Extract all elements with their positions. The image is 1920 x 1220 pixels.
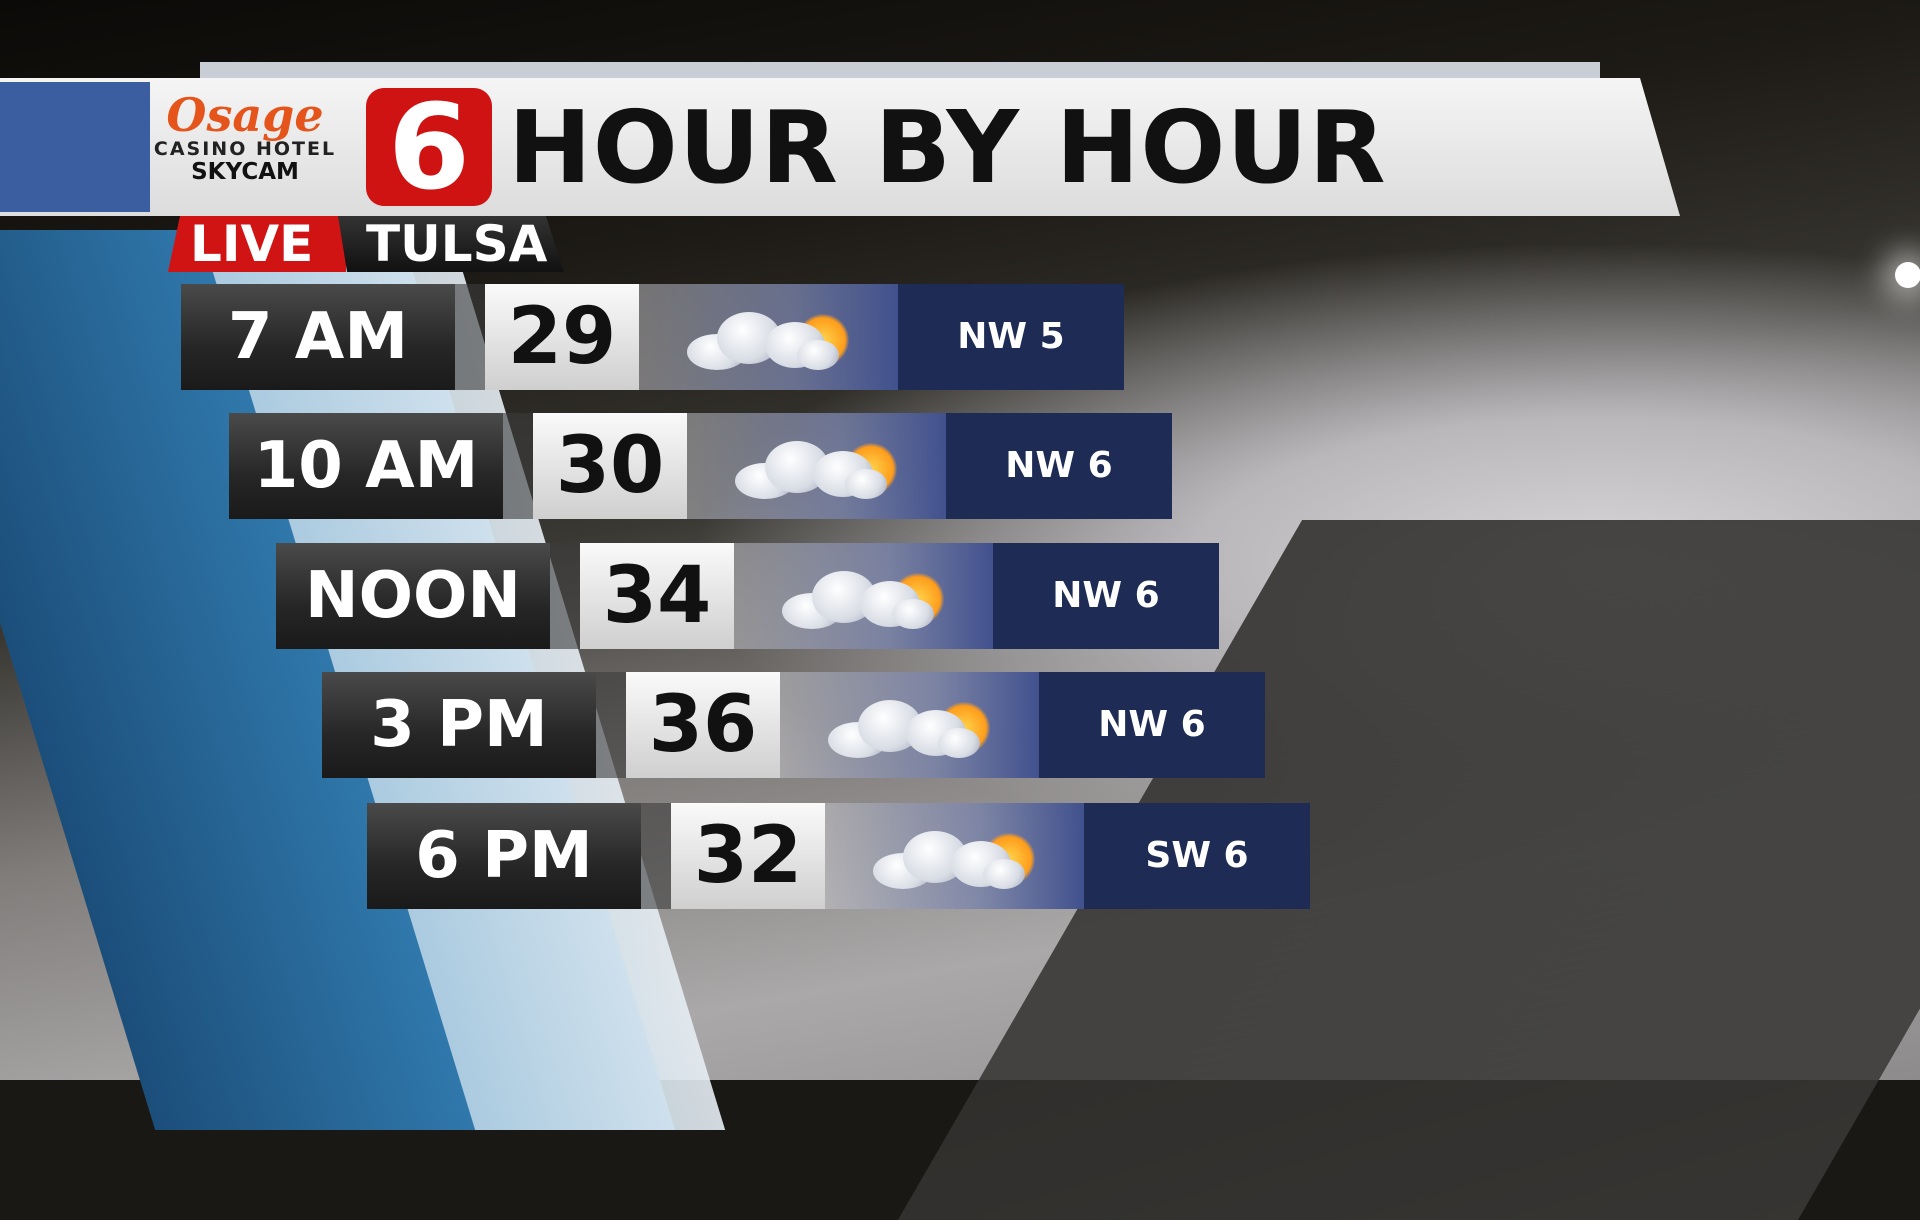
header-accent (200, 62, 1600, 78)
row-divider (596, 672, 626, 778)
forecast-wind: NW 6 (993, 543, 1219, 649)
forecast-row: NOON 34 NW 6 (276, 543, 1219, 649)
street-light (1895, 262, 1920, 288)
channel-6-logo: 6 (366, 88, 492, 206)
weather-icon-cell (825, 803, 1084, 909)
live-badge: LIVE (168, 216, 346, 272)
forecast-temperature: 34 (580, 543, 734, 649)
forecast-wind: NW 5 (898, 284, 1124, 390)
forecast-temperature: 29 (485, 284, 639, 390)
row-divider (550, 543, 580, 649)
osage-skycam-logo: Osage CASINO HOTEL SKYCAM (140, 92, 350, 202)
weather-icon-cell (687, 413, 946, 519)
forecast-time: 3 PM (322, 672, 596, 778)
row-divider (503, 413, 533, 519)
partly-cloudy-icon (782, 565, 944, 629)
header-blue-accent (0, 82, 150, 212)
partly-cloudy-icon (873, 825, 1035, 889)
weather-icon-cell (734, 543, 993, 649)
skycam-label: SKYCAM (191, 159, 299, 185)
forecast-wind: NW 6 (1039, 672, 1265, 778)
forecast-wind: SW 6 (1084, 803, 1310, 909)
weather-icon-cell (639, 284, 898, 390)
forecast-row: 10 AM 30 NW 6 (229, 413, 1172, 519)
weather-icon-cell (780, 672, 1039, 778)
partly-cloudy-icon (828, 694, 990, 758)
forecast-time: 7 AM (181, 284, 455, 390)
osage-logo-subtitle: CASINO HOTEL (153, 138, 337, 160)
page-title: HOUR BY HOUR (508, 89, 1387, 206)
forecast-temperature: 32 (671, 803, 825, 909)
forecast-time: 10 AM (229, 413, 503, 519)
osage-logo-text: Osage (166, 88, 324, 142)
header-band (0, 78, 1680, 216)
row-divider (455, 284, 485, 390)
city-badge: TULSA (338, 216, 564, 272)
forecast-row: 7 AM 29 NW 5 (181, 284, 1124, 390)
forecast-time: NOON (276, 543, 550, 649)
partly-cloudy-icon (735, 435, 897, 499)
forecast-row: 6 PM 32 SW 6 (367, 803, 1310, 909)
forecast-wind: NW 6 (946, 413, 1172, 519)
forecast-row: 3 PM 36 NW 6 (322, 672, 1265, 778)
forecast-temperature: 30 (533, 413, 687, 519)
partly-cloudy-icon (687, 306, 849, 370)
forecast-time: 6 PM (367, 803, 641, 909)
forecast-temperature: 36 (626, 672, 780, 778)
row-divider (641, 803, 671, 909)
